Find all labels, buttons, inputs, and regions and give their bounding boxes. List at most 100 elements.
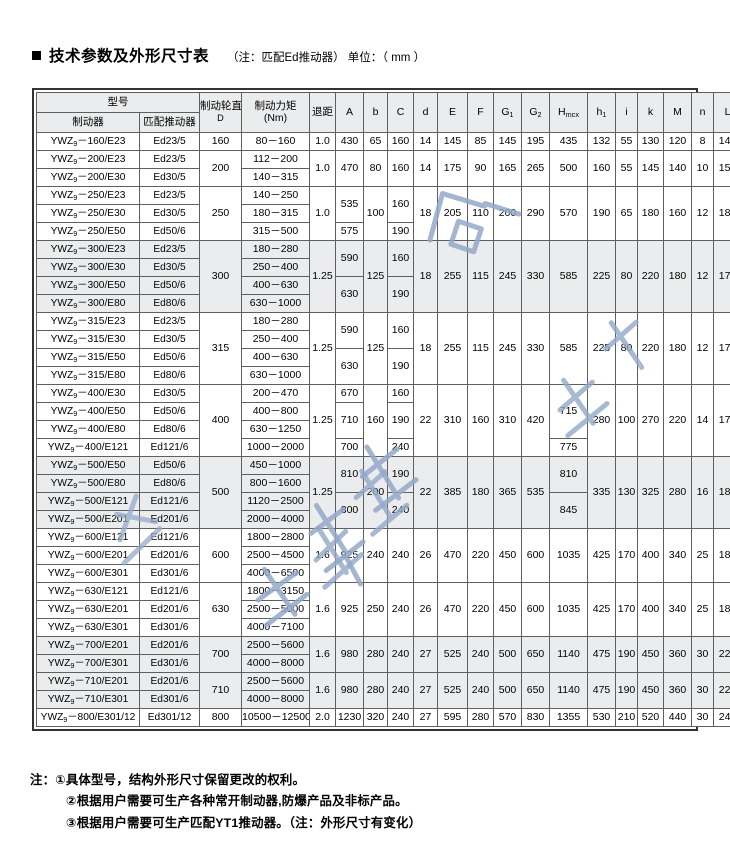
cell-d: 18 <box>413 240 438 313</box>
cell-model-brake: YWZ9－200/E30 <box>36 168 140 187</box>
cell-A: 980 <box>335 672 364 709</box>
cell-E: 145 <box>437 132 468 151</box>
cell-b: 160 <box>363 384 388 457</box>
cell-n: 12 <box>691 312 714 385</box>
cell-E: 525 <box>437 672 468 709</box>
spec-table-wrapper: 型号 制动轮直径 D 制动力矩 (Nm) 退距 A b C d <box>32 88 730 731</box>
footnote-line-3: ③根据用户需要可生产匹配YT1推动器。（注：外形尺寸有变化） <box>30 813 421 834</box>
cell-retreat: 2.0 <box>309 708 336 727</box>
cell-A: 925 <box>335 582 364 637</box>
header-row-1: 型号 制动轮直径 D 制动力矩 (Nm) 退距 A b C d <box>36 92 730 133</box>
cell-model-brake: YWZ9－630/E301 <box>36 618 140 637</box>
cell-L: 220 <box>713 672 730 709</box>
cell-model-brake: YWZ9－300/E80 <box>36 294 140 313</box>
cell-L: 150 <box>713 150 730 187</box>
cell-model-pusher: Ed201/6 <box>139 636 200 655</box>
cell-model-pusher: Ed301/12 <box>139 708 200 727</box>
cell-model-brake: YWZ9－600/E121 <box>36 528 140 547</box>
cell-torque: 1800－3150 <box>241 582 310 601</box>
cell-G2: 600 <box>521 528 550 583</box>
cell-torque: 80－160 <box>241 132 310 151</box>
cell-A: 670 <box>335 384 364 403</box>
cell-retreat: 1.0 <box>309 150 336 187</box>
cell-h1: 225 <box>587 240 616 313</box>
cell-G1: 365 <box>493 456 522 529</box>
spec-table-body: YWZ9－160/E23 Ed23/5 160 80－160 1.0 430 65 160 14… <box>36 132 730 727</box>
square-bullet-icon <box>32 51 41 60</box>
cell-d: 26 <box>413 582 438 637</box>
cell-i: 130 <box>615 456 638 529</box>
cell-model-pusher: Ed121/6 <box>139 582 200 601</box>
header-A: A <box>335 92 364 133</box>
cell-torque: 400－630 <box>241 348 310 367</box>
cell-wheel-diameter: 700 <box>199 636 242 673</box>
cell-torque: 400－630 <box>241 276 310 295</box>
cell-k: 220 <box>637 240 664 313</box>
cell-wheel-diameter: 500 <box>199 456 242 529</box>
cell-Hmax: 715 <box>549 384 588 439</box>
cell-C: 190 <box>387 222 414 241</box>
cell-Hmax: 585 <box>549 240 588 313</box>
cell-Hmax: 500 <box>549 150 588 187</box>
table-row: YWZ9－315/E23 Ed23/5 315 180－280 1.25 590 125 16… <box>36 312 730 385</box>
cell-k: 130 <box>637 132 664 151</box>
cell-i: 55 <box>615 132 638 151</box>
header-b: b <box>363 92 388 133</box>
cell-torque: 4000－8000 <box>241 654 310 673</box>
cell-model-pusher: Ed30/5 <box>139 168 200 187</box>
table-row: YWZ9－400/E30 Ed30/5 400 200－470 1.25 670 160 16… <box>36 384 730 457</box>
cell-Hmax: 1035 <box>549 528 588 583</box>
spec-table-header: 型号 制动轮直径 D 制动力矩 (Nm) 退距 A b C d <box>36 92 730 133</box>
header-C: C <box>387 92 414 133</box>
cell-model-brake: YWZ9－250/E50 <box>36 222 140 241</box>
cell-b: 280 <box>363 636 388 673</box>
cell-A: 800 <box>335 492 364 529</box>
cell-b: 320 <box>363 708 388 727</box>
cell-G2: 265 <box>521 150 550 187</box>
cell-h1: 475 <box>587 672 616 709</box>
cell-model-pusher: Ed50/6 <box>139 276 200 295</box>
table-row: YWZ9－200/E23 Ed23/5 200 112－200 1.0 470 80 160 1… <box>36 150 730 187</box>
cell-C: 240 <box>387 636 414 673</box>
header-d: d <box>413 92 438 133</box>
cell-n: 25 <box>691 528 714 583</box>
footnote-item-3: ③根据用户需要可生产匹配YT1推动器。（注：外形尺寸有变化） <box>66 815 422 830</box>
cell-F: 90 <box>467 150 494 187</box>
cell-E: 310 <box>437 384 468 457</box>
cell-E: 255 <box>437 312 468 385</box>
cell-F: 280 <box>467 708 494 727</box>
cell-h1: 280 <box>587 384 616 457</box>
cell-model-pusher: Ed23/5 <box>139 186 200 205</box>
cell-Hmax: 570 <box>549 186 588 241</box>
cell-k: 400 <box>637 528 664 583</box>
cell-torque: 10500－12500 <box>241 708 310 727</box>
cell-h1: 190 <box>587 186 616 241</box>
cell-C: 160 <box>387 186 414 223</box>
footnote-item-2: ②根据用户需要可生产各种常开制动器,防爆产品及非标产品。 <box>66 794 408 809</box>
cell-k: 145 <box>637 150 664 187</box>
cell-torque: 2500－5000 <box>241 600 310 619</box>
cell-model-brake: YWZ9－400/E121 <box>36 438 140 457</box>
cell-torque: 4000－8000 <box>241 690 310 709</box>
cell-G2: 650 <box>521 672 550 709</box>
cell-A: 470 <box>335 150 364 187</box>
cell-h1: 530 <box>587 708 616 727</box>
header-model-pusher: 匹配推动器 <box>139 112 200 133</box>
cell-k: 325 <box>637 456 664 529</box>
cell-model-pusher: Ed121/6 <box>139 492 200 511</box>
cell-G2: 600 <box>521 582 550 637</box>
cell-d: 27 <box>413 636 438 673</box>
cell-G1: 310 <box>493 384 522 457</box>
cell-torque: 315－500 <box>241 222 310 241</box>
cell-model-pusher: Ed80/6 <box>139 294 200 313</box>
cell-i: 55 <box>615 150 638 187</box>
cell-b: 100 <box>363 186 388 241</box>
cell-model-pusher: Ed30/5 <box>139 204 200 223</box>
cell-E: 525 <box>437 636 468 673</box>
cell-d: 22 <box>413 384 438 457</box>
cell-F: 220 <box>467 528 494 583</box>
cell-torque: 450－1000 <box>241 456 310 475</box>
cell-model-pusher: Ed121/6 <box>139 528 200 547</box>
cell-model-pusher: Ed301/6 <box>139 654 200 673</box>
